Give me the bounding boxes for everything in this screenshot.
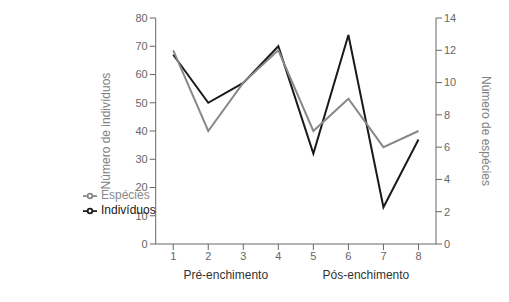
svg-text:3: 3: [240, 250, 246, 262]
svg-text:Pós-enchimento: Pós-enchimento: [323, 268, 410, 282]
svg-text:7: 7: [380, 250, 386, 262]
svg-text:50: 50: [135, 97, 147, 109]
svg-text:30: 30: [135, 153, 147, 165]
svg-text:2: 2: [444, 206, 450, 218]
svg-text:5: 5: [310, 250, 316, 262]
svg-text:14: 14: [444, 12, 456, 24]
svg-text:4: 4: [275, 250, 281, 262]
svg-text:12: 12: [444, 44, 456, 56]
svg-text:8: 8: [415, 250, 421, 262]
svg-text:Número de indivíduos: Número de indivíduos: [99, 73, 113, 190]
svg-text:8: 8: [444, 109, 450, 121]
svg-text:70: 70: [135, 40, 147, 52]
svg-text:0: 0: [444, 238, 450, 250]
svg-text:Número de espécies: Número de espécies: [479, 76, 493, 186]
svg-text:6: 6: [444, 141, 450, 153]
svg-text:Pré-enchimento: Pré-enchimento: [183, 268, 268, 282]
svg-text:4: 4: [444, 173, 450, 185]
svg-text:20: 20: [135, 181, 147, 193]
svg-text:40: 40: [135, 125, 147, 137]
svg-text:6: 6: [345, 250, 351, 262]
svg-text:2: 2: [205, 250, 211, 262]
svg-text:60: 60: [135, 68, 147, 80]
svg-text:10: 10: [444, 76, 456, 88]
svg-text:10: 10: [135, 210, 147, 222]
svg-text:0: 0: [142, 238, 148, 250]
svg-text:1: 1: [170, 250, 176, 262]
svg-text:80: 80: [135, 12, 147, 24]
